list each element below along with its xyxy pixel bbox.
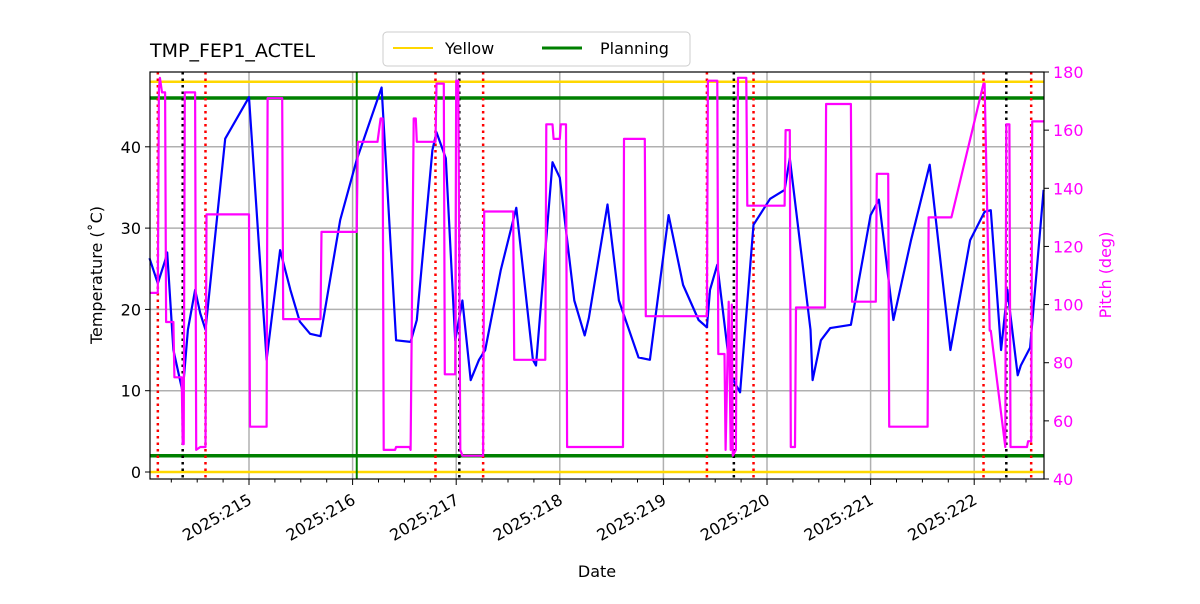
legend: Yellow Planning xyxy=(382,31,691,67)
y-tick-label: 20 xyxy=(121,300,141,319)
y2-axis-ticks: 40 60 80 100 120 140 160 180 xyxy=(1044,63,1084,489)
y2-tick-label: 140 xyxy=(1053,179,1084,198)
y2-axis-label: Pitch (deg) xyxy=(1096,232,1115,319)
y2-tick-label: 180 xyxy=(1053,63,1084,82)
x-tick-label: 2025:220 xyxy=(697,490,773,545)
x-axis-ticks: 2025:215 2025:216 2025:217 2025:218 2025:219… xyxy=(170,479,1027,545)
y-tick-label: 10 xyxy=(121,382,141,401)
x-tick-label: 2025:219 xyxy=(594,490,670,545)
x-tick-label: 2025:221 xyxy=(801,490,877,545)
x-tick-label: 2025:216 xyxy=(283,490,359,545)
y2-tick-label: 120 xyxy=(1053,237,1084,256)
legend-planning-label: Planning xyxy=(600,39,669,58)
temperature-series xyxy=(148,86,1045,394)
y-axis-label: Temperature (˚C) xyxy=(87,206,106,345)
limit-lines xyxy=(150,80,1044,474)
axes-frame xyxy=(149,71,1045,480)
x-tick-label: 2025:218 xyxy=(490,490,566,545)
y2-tick-label: 100 xyxy=(1053,296,1084,315)
y-tick-label: 0 xyxy=(131,463,141,482)
y2-tick-label: 160 xyxy=(1053,121,1084,140)
pitch-series xyxy=(149,76,1044,457)
x-axis-label: Date xyxy=(578,562,616,581)
chart-title: TMP_FEP1_ACTEL xyxy=(149,40,315,62)
y-axis-ticks: 0 10 20 30 40 xyxy=(121,138,150,482)
y2-tick-label: 80 xyxy=(1053,354,1073,373)
x-tick-label: 2025:217 xyxy=(386,490,462,545)
data-series xyxy=(148,76,1045,457)
x-tick-label: 2025:222 xyxy=(904,490,980,545)
y-tick-label: 30 xyxy=(121,219,141,238)
event-vertical-lines xyxy=(156,72,1033,479)
y2-tick-label: 60 xyxy=(1053,412,1073,431)
x-tick-label: 2025:215 xyxy=(179,490,255,545)
legend-yellow-label: Yellow xyxy=(444,39,494,58)
y-tick-label: 40 xyxy=(121,138,141,157)
y2-tick-label: 40 xyxy=(1053,470,1073,489)
legend-box xyxy=(382,31,691,67)
